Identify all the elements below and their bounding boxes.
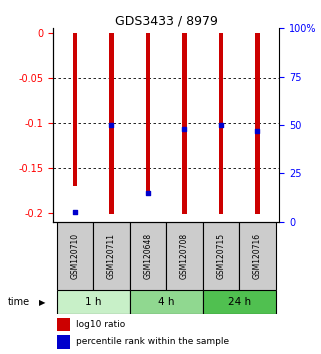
Bar — [203, 222, 239, 290]
Text: GSM120711: GSM120711 — [107, 233, 116, 279]
Point — [72, 209, 77, 215]
Title: GDS3433 / 8979: GDS3433 / 8979 — [115, 14, 218, 27]
Text: log10 ratio: log10 ratio — [76, 320, 125, 329]
Text: GSM120715: GSM120715 — [216, 233, 225, 279]
Text: percentile rank within the sample: percentile rank within the sample — [76, 337, 229, 346]
Bar — [73, 33, 77, 185]
Bar — [93, 222, 130, 290]
Bar — [166, 222, 203, 290]
Point — [145, 190, 151, 195]
Text: GSM120716: GSM120716 — [253, 233, 262, 279]
Bar — [239, 222, 276, 290]
Text: 4 h: 4 h — [158, 297, 174, 307]
Bar — [56, 290, 130, 314]
Text: GSM120710: GSM120710 — [70, 233, 79, 279]
Text: 1 h: 1 h — [85, 297, 101, 307]
Bar — [56, 222, 93, 290]
Bar — [203, 290, 276, 314]
Text: time: time — [8, 297, 30, 307]
Bar — [146, 33, 150, 193]
Point — [255, 128, 260, 133]
Text: GSM120708: GSM120708 — [180, 233, 189, 279]
Point — [218, 122, 223, 128]
Point — [182, 126, 187, 132]
Bar — [57, 335, 70, 349]
Bar — [109, 33, 114, 215]
Bar — [255, 33, 260, 215]
Text: GSM120648: GSM120648 — [143, 233, 152, 279]
Bar — [182, 33, 187, 215]
Point — [109, 122, 114, 128]
Bar — [57, 318, 70, 331]
Bar — [219, 33, 223, 215]
Bar — [130, 222, 166, 290]
Bar — [130, 290, 203, 314]
Text: ▶: ▶ — [39, 298, 45, 307]
Text: 24 h: 24 h — [228, 297, 251, 307]
